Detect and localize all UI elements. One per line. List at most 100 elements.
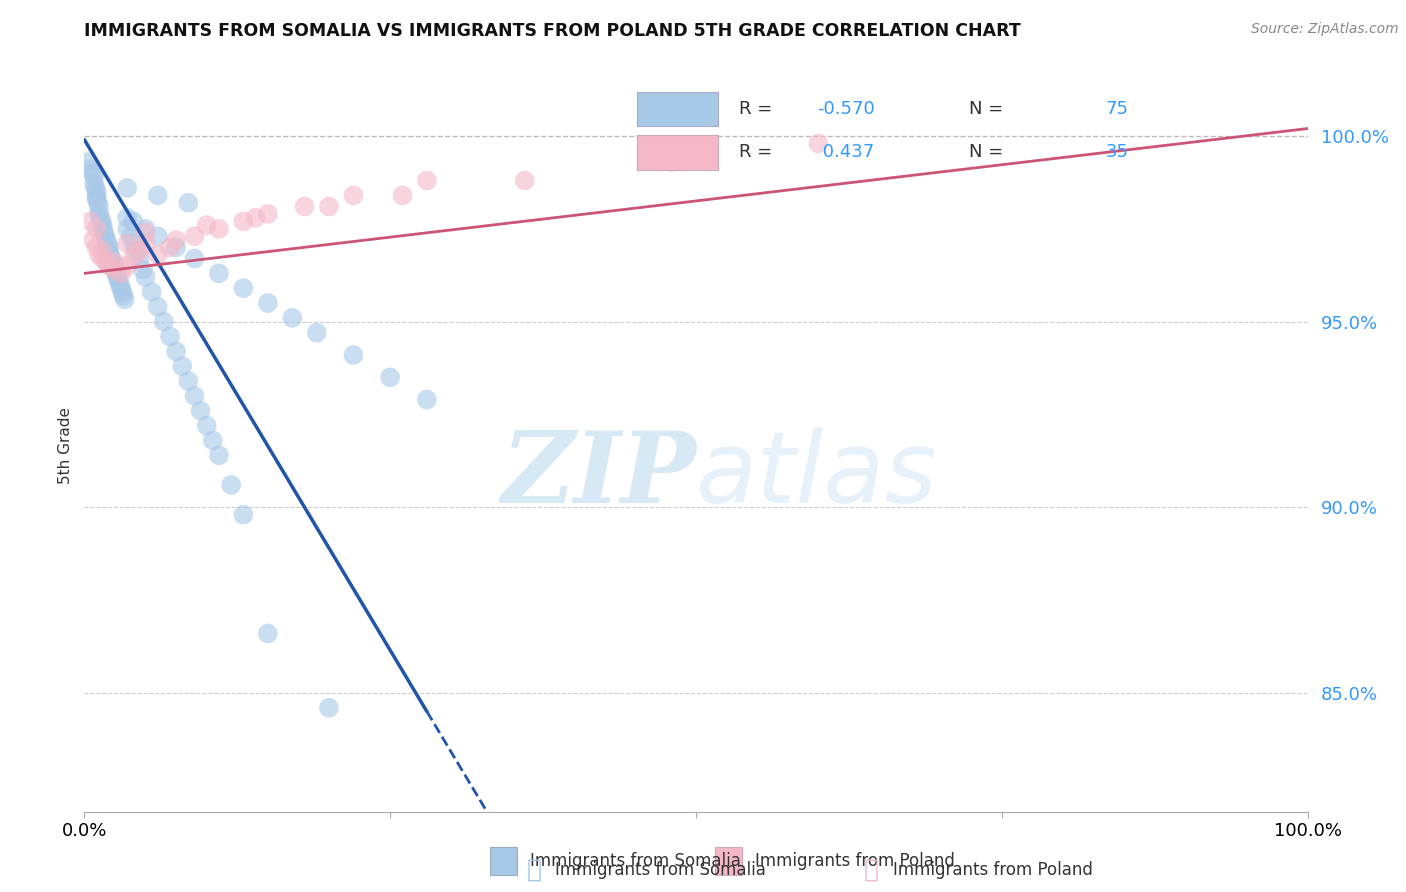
Point xyxy=(165,233,187,247)
Point xyxy=(97,236,120,251)
Point xyxy=(177,195,200,210)
Point xyxy=(91,218,114,232)
Point xyxy=(416,173,439,187)
Point xyxy=(257,296,280,310)
Point xyxy=(281,310,304,325)
Point xyxy=(83,178,105,192)
Point xyxy=(219,478,242,492)
Point xyxy=(91,244,114,258)
Point xyxy=(112,288,135,302)
Point xyxy=(146,248,169,262)
Point xyxy=(146,300,169,314)
Point xyxy=(807,136,830,151)
Point xyxy=(87,248,110,262)
Point xyxy=(141,285,163,299)
Point xyxy=(135,270,157,285)
Point xyxy=(107,274,129,288)
Point xyxy=(86,188,108,202)
Point xyxy=(97,244,120,258)
Point xyxy=(82,233,104,247)
Point xyxy=(172,359,194,374)
Point xyxy=(87,200,110,214)
Point xyxy=(159,329,181,343)
Point xyxy=(115,259,138,273)
Text: ⬜: ⬜ xyxy=(865,858,879,881)
Text: Immigrants from Poland: Immigrants from Poland xyxy=(893,861,1092,879)
Text: ⬜: ⬜ xyxy=(527,858,541,881)
Point xyxy=(208,448,231,462)
Text: Source: ZipAtlas.com: Source: ZipAtlas.com xyxy=(1251,22,1399,37)
Point xyxy=(232,214,254,228)
Text: Immigrants from Somalia: Immigrants from Somalia xyxy=(555,861,766,879)
Point xyxy=(153,315,176,329)
Point xyxy=(195,218,218,232)
Point xyxy=(86,240,108,254)
Point xyxy=(115,221,138,235)
Point xyxy=(115,181,138,195)
Point xyxy=(114,293,136,307)
Point xyxy=(245,211,267,225)
Point xyxy=(115,211,138,225)
Point xyxy=(305,326,328,340)
Point xyxy=(128,252,150,266)
Point xyxy=(86,185,108,199)
Point xyxy=(96,233,118,247)
Point xyxy=(135,221,157,235)
Point xyxy=(183,252,205,266)
Point xyxy=(294,200,316,214)
Point xyxy=(101,255,124,269)
Point xyxy=(257,207,280,221)
Point xyxy=(83,169,105,184)
Point xyxy=(122,214,145,228)
Point xyxy=(91,221,114,235)
Point xyxy=(165,240,187,254)
Point xyxy=(105,266,128,280)
Point xyxy=(190,403,212,417)
Point xyxy=(105,270,128,285)
Point xyxy=(86,221,108,235)
Point xyxy=(208,266,231,280)
Point xyxy=(87,207,110,221)
Point xyxy=(122,252,145,266)
Point xyxy=(135,226,157,240)
Point xyxy=(146,229,169,244)
Point xyxy=(100,252,122,266)
Point xyxy=(416,392,439,407)
Text: ZIP: ZIP xyxy=(501,427,696,524)
Text: Immigrants from Poland: Immigrants from Poland xyxy=(755,852,955,871)
Point xyxy=(89,211,111,225)
Point xyxy=(110,281,132,295)
Text: IMMIGRANTS FROM SOMALIA VS IMMIGRANTS FROM POLAND 5TH GRADE CORRELATION CHART: IMMIGRANTS FROM SOMALIA VS IMMIGRANTS FR… xyxy=(84,22,1021,40)
Point xyxy=(115,236,138,251)
Bar xyxy=(714,847,741,875)
Point xyxy=(159,240,181,254)
Point xyxy=(84,181,107,195)
Point xyxy=(177,374,200,388)
Point xyxy=(104,262,127,277)
Point xyxy=(661,155,683,169)
Point xyxy=(98,248,121,262)
Y-axis label: 5th Grade: 5th Grade xyxy=(58,408,73,484)
Point xyxy=(87,195,110,210)
Point xyxy=(97,240,120,254)
Point xyxy=(135,236,157,251)
Point xyxy=(77,155,100,169)
Point xyxy=(183,229,205,244)
Point xyxy=(380,370,402,384)
Point xyxy=(90,214,112,228)
Point xyxy=(97,259,120,273)
Point xyxy=(146,188,169,202)
Point xyxy=(104,255,127,269)
Point xyxy=(342,348,364,362)
Point xyxy=(94,229,117,244)
Point xyxy=(257,626,280,640)
Point xyxy=(103,259,125,273)
Point xyxy=(183,389,205,403)
Point xyxy=(513,173,536,187)
Point xyxy=(195,418,218,433)
Point xyxy=(111,285,134,299)
Point xyxy=(110,266,132,280)
Point xyxy=(132,262,155,277)
Point xyxy=(125,244,148,258)
Point xyxy=(96,255,118,269)
